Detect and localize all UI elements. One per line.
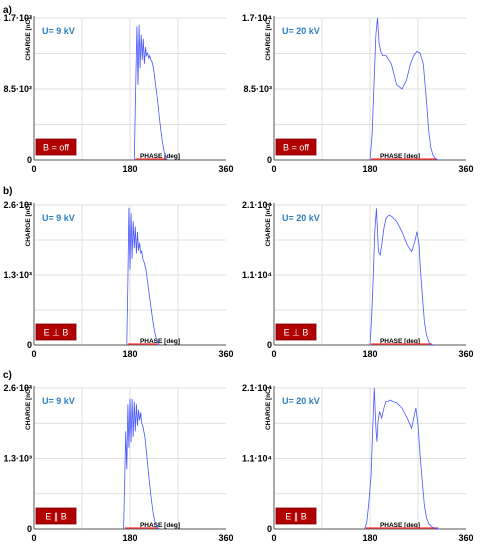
y-tick-label: 1.1·10⁴: [242, 454, 272, 464]
y-tick-label: 0: [267, 155, 272, 165]
x-tick-label: 360: [458, 164, 473, 174]
chart-panel: 0 180 360 0 1.1·10⁴ 2.1·10⁴ PHASE [deg] CHARGE …: [242, 383, 474, 543]
y-tick-label: 1.7·10³: [3, 13, 32, 23]
field-badge-label: B = off: [43, 143, 70, 153]
y-axis-label: CHARGE [nC]: [25, 18, 32, 61]
charge-trace: [369, 208, 435, 346]
y-tick-label: 1.3·10³: [3, 270, 32, 280]
voltage-label: U= 9 kV: [42, 396, 75, 406]
field-badge: [275, 138, 317, 156]
field-badge: [275, 323, 317, 341]
field-badge: [35, 138, 77, 156]
x-axis-label: PHASE [deg]: [380, 522, 420, 529]
voltage-label: U= 9 kV: [42, 26, 75, 36]
x-tick-label: 0: [31, 533, 36, 543]
x-tick-label: 0: [31, 349, 36, 359]
chart-panel: 0 180 360 0 1.3·10³ 2.6·10³ PHASE [deg] CHARGE …: [3, 383, 233, 543]
field-badge-label: E ⊥ B: [44, 328, 69, 338]
y-axis-label: CHARGE [nC]: [265, 18, 272, 61]
y-tick-label: 0: [27, 155, 32, 165]
y-tick-label: 0: [267, 340, 272, 350]
x-tick-label: 0: [31, 164, 36, 174]
voltage-label: U= 9 kV: [42, 213, 75, 223]
field-badge: [35, 507, 77, 525]
field-badge: [35, 323, 77, 341]
y-tick-label: 1.7·10⁴: [242, 13, 272, 23]
y-axis-label: CHARGE [nC]: [25, 387, 32, 430]
x-tick-label: 360: [458, 533, 473, 543]
x-tick-label: 180: [122, 349, 137, 359]
x-tick-label: 180: [362, 164, 377, 174]
x-tick-label: 360: [218, 533, 233, 543]
x-axis-label: PHASE [deg]: [140, 338, 180, 345]
x-tick-label: 180: [362, 533, 377, 543]
charge-trace: [133, 24, 168, 161]
x-tick-label: 0: [271, 349, 276, 359]
x-tick-label: 180: [122, 164, 137, 174]
field-badge-label: B = off: [283, 143, 310, 153]
x-tick-label: 0: [271, 533, 276, 543]
y-tick-label: 2.1·10⁴: [242, 383, 272, 393]
chart-panel: 0 180 360 0 1.1·10⁴ 2.1·10⁴ PHASE [deg] CHARGE …: [242, 200, 474, 359]
y-tick-label: 2.6·10³: [3, 383, 32, 393]
x-tick-label: 360: [458, 349, 473, 359]
y-tick-label: 2.6·10³: [3, 200, 32, 210]
y-axis-label: CHARGE [nC]: [25, 204, 32, 247]
row-label: b): [3, 186, 12, 197]
charge-trace: [364, 387, 441, 530]
voltage-label: U= 20 kV: [282, 396, 320, 406]
field-badge-label: E ∥ B: [45, 512, 67, 522]
y-tick-label: 8.5·10²: [3, 84, 32, 94]
chart-panel: 0 180 360 0 1.3·10³ 2.6·10³ PHASE [deg] CHARGE …: [3, 200, 233, 359]
y-tick-label: 2.1·10⁴: [242, 200, 272, 210]
x-tick-label: 180: [362, 349, 377, 359]
x-tick-label: 360: [218, 349, 233, 359]
voltage-label: U= 20 kV: [282, 26, 320, 36]
y-tick-label: 1.1·10⁴: [242, 270, 272, 280]
x-axis-label: PHASE [deg]: [140, 153, 180, 160]
chart-panel: 0 180 360 0 8.5·10² 1.7·10³ PHASE [deg] CHARGE …: [3, 13, 233, 174]
y-axis-label: CHARGE [nC]: [265, 387, 272, 430]
x-tick-label: 180: [122, 533, 137, 543]
field-badge-label: E ⊥ B: [284, 328, 309, 338]
chart-panel: 0 180 360 0 8.5·10³ 1.7·10⁴ PHASE [deg] CHARGE …: [242, 13, 474, 174]
y-tick-label: 1.3·10³: [3, 454, 32, 464]
x-tick-label: 360: [218, 164, 233, 174]
row-label: c): [3, 370, 12, 381]
x-axis-label: PHASE [deg]: [140, 522, 180, 529]
voltage-label: U= 20 kV: [282, 213, 320, 223]
field-badge-label: E ∥ B: [285, 512, 307, 522]
y-tick-label: 0: [267, 524, 272, 534]
y-axis-label: CHARGE [nC]: [265, 204, 272, 247]
y-tick-label: 0: [27, 340, 32, 350]
y-tick-label: 8.5·10³: [243, 84, 272, 94]
charge-trace: [126, 207, 161, 346]
y-tick-label: 0: [27, 524, 32, 534]
x-axis-label: PHASE [deg]: [380, 338, 420, 345]
charge-trace: [123, 398, 161, 530]
row-label: a): [3, 5, 12, 16]
x-axis-label: PHASE [deg]: [380, 153, 420, 160]
x-tick-label: 0: [271, 164, 276, 174]
charge-trace: [369, 17, 440, 161]
field-badge: [275, 507, 317, 525]
